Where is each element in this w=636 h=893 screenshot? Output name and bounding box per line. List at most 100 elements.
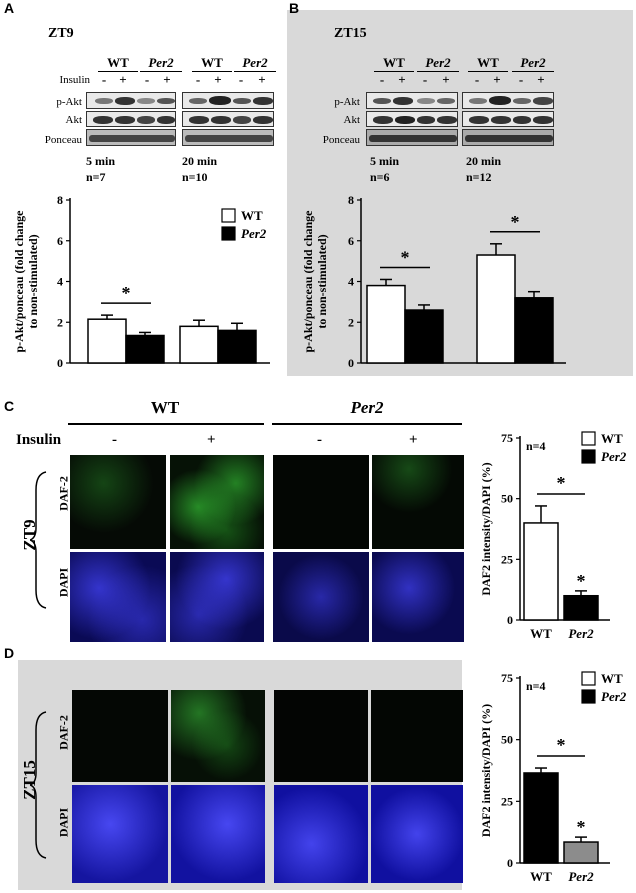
blot-b-row-ponceau: Ponceau bbox=[322, 134, 360, 146]
blot-a-group-wt-2: WT bbox=[192, 55, 232, 72]
micro-d-daf-per2-plus bbox=[371, 690, 463, 782]
blot-a-left-time: 5 min bbox=[86, 154, 116, 168]
blot-a-insulin-label: Insulin bbox=[59, 74, 90, 86]
micro-d-dapi-per2-plus bbox=[371, 785, 463, 883]
micro-c-header-per2-line bbox=[272, 423, 462, 425]
micro-d-daf-per2-minus bbox=[274, 690, 368, 782]
blot-b-strip bbox=[366, 129, 458, 146]
chart-d-x-tick-label: Per2 bbox=[568, 869, 594, 884]
blot-b-sign: + bbox=[442, 72, 450, 87]
chart-d-sig-star: * bbox=[557, 735, 566, 755]
micro-c-sign: - bbox=[317, 432, 322, 448]
blot-a-strip bbox=[182, 111, 274, 127]
chart-d-legend-swatch bbox=[581, 671, 596, 686]
blot-a-sign: + bbox=[163, 72, 171, 87]
chart-b-y-tick-label: 6 bbox=[348, 234, 354, 248]
chart-d-bar bbox=[563, 841, 599, 864]
blot-b-right-time: 20 min bbox=[466, 154, 502, 168]
chart-a-legend-swatch bbox=[221, 226, 236, 241]
chart-a-bar bbox=[179, 325, 219, 364]
chart-d-x-tick-label: WT bbox=[530, 869, 552, 884]
micro-d-dapi-per2-minus bbox=[274, 785, 368, 883]
blot-a-sign: + bbox=[258, 72, 266, 87]
chart-d-bar bbox=[523, 772, 559, 864]
chart-c-n-label: n=4 bbox=[526, 439, 546, 453]
chart-a-bar bbox=[87, 318, 127, 364]
micro-d-row-dapi: DAPI bbox=[56, 807, 71, 838]
chart-b-bar bbox=[404, 309, 444, 364]
blot-a-row-pakt: p-Akt bbox=[56, 96, 82, 108]
chart-b-y-tick-label: 0 bbox=[348, 356, 354, 370]
chart-a-legend-label: WT bbox=[241, 208, 263, 223]
blot-a-group-wt-1: WT bbox=[98, 55, 138, 72]
panel-letter-d: D bbox=[4, 645, 15, 661]
chart-b-y-tick-label: 2 bbox=[348, 315, 354, 329]
chart-c-y-tick-label: 50 bbox=[501, 492, 513, 506]
chart-a-bar bbox=[125, 334, 165, 364]
micro-c-header-per2: Per2 bbox=[350, 398, 384, 417]
chart-c-y-tick-label: 75 bbox=[501, 431, 513, 445]
blot-b-sign: - bbox=[474, 72, 480, 87]
micro-c-daf-wt-plus bbox=[170, 455, 264, 549]
blot-b-group-per2-2: Per2 bbox=[512, 55, 554, 72]
chart-b-bar bbox=[366, 284, 406, 364]
chart-c-y-tick-label: 25 bbox=[501, 552, 513, 566]
blot-b-group-wt-1: WT bbox=[374, 55, 414, 72]
blot-a-sign: - bbox=[144, 72, 150, 87]
blot-b-strip bbox=[462, 111, 554, 127]
blot-a-left-n: n=7 bbox=[86, 170, 106, 184]
chart-c-legend-label: WT bbox=[601, 431, 623, 446]
micro-c-daf-per2-plus bbox=[372, 455, 464, 549]
blot-b-left-n: n=6 bbox=[370, 170, 390, 184]
chart-d-y-tick-label: 75 bbox=[501, 671, 513, 685]
blot-a-sign: - bbox=[101, 72, 107, 87]
blot-b-sign: - bbox=[379, 72, 385, 87]
chart-b-y-tick-label: 8 bbox=[348, 193, 354, 207]
chart-c-x-tick-label: WT bbox=[530, 626, 552, 641]
chart-c-bar bbox=[563, 594, 599, 621]
chart-d-y-tick-label: 0 bbox=[507, 856, 513, 870]
blot-b-sign: - bbox=[518, 72, 524, 87]
chart-b-bar bbox=[476, 254, 516, 364]
blot-a-strip bbox=[182, 129, 274, 146]
micro-d-row-daf: DAF-2 bbox=[56, 715, 71, 750]
blot-a-strip bbox=[86, 92, 176, 109]
micro-c-daf-wt-minus bbox=[70, 455, 166, 549]
blot-a-row-ponceau: Ponceau bbox=[44, 134, 82, 146]
blot-a-sign: + bbox=[119, 72, 127, 87]
chart-c-y-axis-label: DAF2 intensity/DAPI (%) bbox=[479, 462, 493, 595]
blot-a-right-time: 20 min bbox=[182, 154, 218, 168]
panel-b-background bbox=[287, 10, 633, 376]
chart-c-bar bbox=[523, 522, 559, 621]
micro-d-daf-wt-minus bbox=[72, 690, 168, 782]
panel-a-timepoint: ZT9 bbox=[48, 26, 74, 41]
blot-b-strip bbox=[366, 92, 458, 109]
panel-letter-c: C bbox=[4, 398, 15, 414]
micro-d-brace bbox=[30, 711, 47, 859]
chart-d-legend-swatch bbox=[581, 689, 596, 704]
chart-a: 0 2 4 6 8 p-Akt/ponceau (fold changeto non-st… bbox=[12, 193, 270, 370]
micro-d-daf-wt-plus bbox=[171, 690, 265, 782]
micro-c-dapi-wt-minus bbox=[70, 552, 166, 642]
chart-d-y-axis-label: DAF2 intensity/DAPI (%) bbox=[479, 704, 493, 837]
blot-a-row-akt: Akt bbox=[65, 114, 83, 126]
chart-d-legend-label: Per2 bbox=[601, 689, 627, 704]
chart-d-y-tick-label: 25 bbox=[501, 794, 513, 808]
chart-a-legend-swatch bbox=[221, 208, 236, 223]
blot-b-sign: + bbox=[537, 72, 545, 87]
micro-c-brace bbox=[30, 471, 47, 609]
chart-b-sig-star: * bbox=[401, 247, 410, 267]
chart-a-y-axis-label: p-Akt/ponceau (fold changeto non-stimula… bbox=[12, 210, 40, 353]
chart-c-legend-swatch bbox=[581, 431, 596, 446]
chart-c-sig-star: * bbox=[577, 571, 586, 591]
blot-b-left-time: 5 min bbox=[370, 154, 400, 168]
chart-b-bar bbox=[514, 297, 554, 364]
blot-b-strip bbox=[366, 111, 458, 127]
chart-a-y-tick-label: 6 bbox=[57, 234, 63, 248]
chart-a-bar bbox=[217, 329, 257, 364]
blot-b-strip bbox=[462, 129, 554, 146]
micro-c-sign: + bbox=[409, 432, 418, 448]
blot-a-sign: - bbox=[195, 72, 201, 87]
blot-b-sign: + bbox=[493, 72, 501, 87]
panel-letter-b: B bbox=[289, 0, 300, 16]
